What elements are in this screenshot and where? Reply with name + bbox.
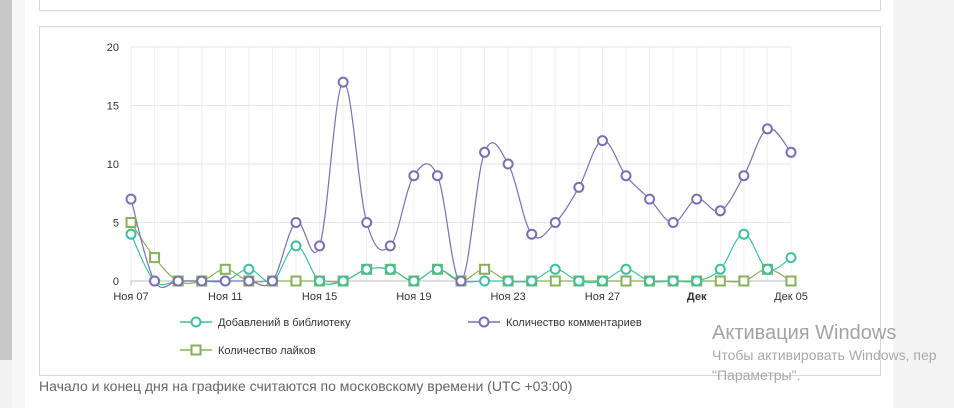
y-tick-label: 5 [113,218,119,230]
legend-marker [478,316,490,328]
data-point [290,240,302,252]
x-tick-label: Ноя 11 [208,291,243,303]
data-point [785,275,797,287]
data-point [549,275,561,287]
data-point [337,275,349,287]
statistics-chart-panel: 0 5 10 15 20 Ноя 07 Ноя 11 Ноя 15 Ноя 19 Ноя 23 Но… [39,26,881,376]
data-point [714,263,726,275]
data-point [644,193,656,205]
data-point [219,275,231,287]
data-point [149,252,161,264]
scrollbar[interactable] [0,0,12,360]
data-point [620,275,632,287]
data-point [691,193,703,205]
data-point [667,217,679,228]
legend-label: Количество комментариев [506,317,642,329]
data-point [149,275,161,287]
data-point [408,275,420,287]
x-tick-label: Ноя 27 [585,291,620,303]
data-point [455,275,467,287]
data-point [384,240,396,252]
data-point [431,170,443,182]
data-point [290,217,302,228]
previous-panel [39,0,881,11]
data-point [314,275,326,287]
data-point [502,275,514,287]
x-tick-label: Ноя 19 [396,291,431,303]
data-point [479,146,491,158]
data-point [761,123,773,135]
y-tick-label: 20 [107,42,119,54]
data-point [738,170,750,182]
data-point [219,263,231,275]
statistics-line-chart: 0 5 10 15 20 Ноя 07 Ноя 11 Ноя 15 Ноя 19 Ноя 23 Но… [107,42,808,357]
data-point [314,240,326,252]
data-point [573,275,585,287]
data-point [549,217,561,228]
legend-label: Добавлений в библиотеку [218,317,351,329]
data-point [714,205,726,217]
legend-label: Количество лайков [218,345,316,357]
data-point [549,263,561,275]
legend-item[interactable]: Добавлений в библиотеку [180,316,351,329]
data-point [337,76,349,88]
data-point [620,263,632,275]
data-point [526,275,538,287]
data-point [596,135,608,147]
data-point [243,275,255,287]
data-point [196,275,208,287]
data-point [361,217,373,228]
x-tick-label: Ноя 23 [490,291,525,303]
data-point [596,275,608,287]
legend-marker [190,344,202,356]
data-point [125,228,137,240]
legend-item[interactable]: Количество комментариев [468,316,642,329]
data-point [785,146,797,158]
data-point [714,275,726,287]
legend-marker [190,316,202,328]
data-point [691,275,703,287]
x-tick-label: Ноя 15 [302,291,337,303]
data-point [526,228,538,240]
data-point [573,181,585,193]
y-tick-label: 10 [107,159,119,171]
data-point [667,275,679,287]
left-gutter [12,0,25,408]
data-point [502,158,514,170]
data-point [620,170,632,182]
data-point [738,228,750,240]
data-point [479,263,491,275]
data-point [266,275,278,287]
y-tick-label: 0 [113,276,119,288]
data-point [479,275,491,287]
x-tick-label: Дек [687,291,707,303]
y-tick-label: 15 [107,101,119,113]
legend-item[interactable]: Количество лайков [180,344,316,357]
data-point [738,275,750,287]
data-point [785,252,797,264]
data-point [384,263,396,275]
x-tick-label: Дек 05 [774,291,808,303]
data-point [290,275,302,287]
timezone-note: Начало и конец дня на графике считаются … [39,378,573,394]
data-point [431,263,443,275]
right-gutter [893,0,954,408]
main-content: 0 5 10 15 20 Ноя 07 Ноя 11 Ноя 15 Ноя 19 Ноя 23 Но… [25,0,893,408]
data-point [761,263,773,275]
data-point [125,193,137,205]
data-point [243,263,255,275]
x-tick-label: Ноя 07 [113,291,148,303]
data-point [644,275,656,287]
data-point [125,217,137,228]
data-point [172,275,184,287]
data-point [408,170,420,182]
data-point [361,263,373,275]
